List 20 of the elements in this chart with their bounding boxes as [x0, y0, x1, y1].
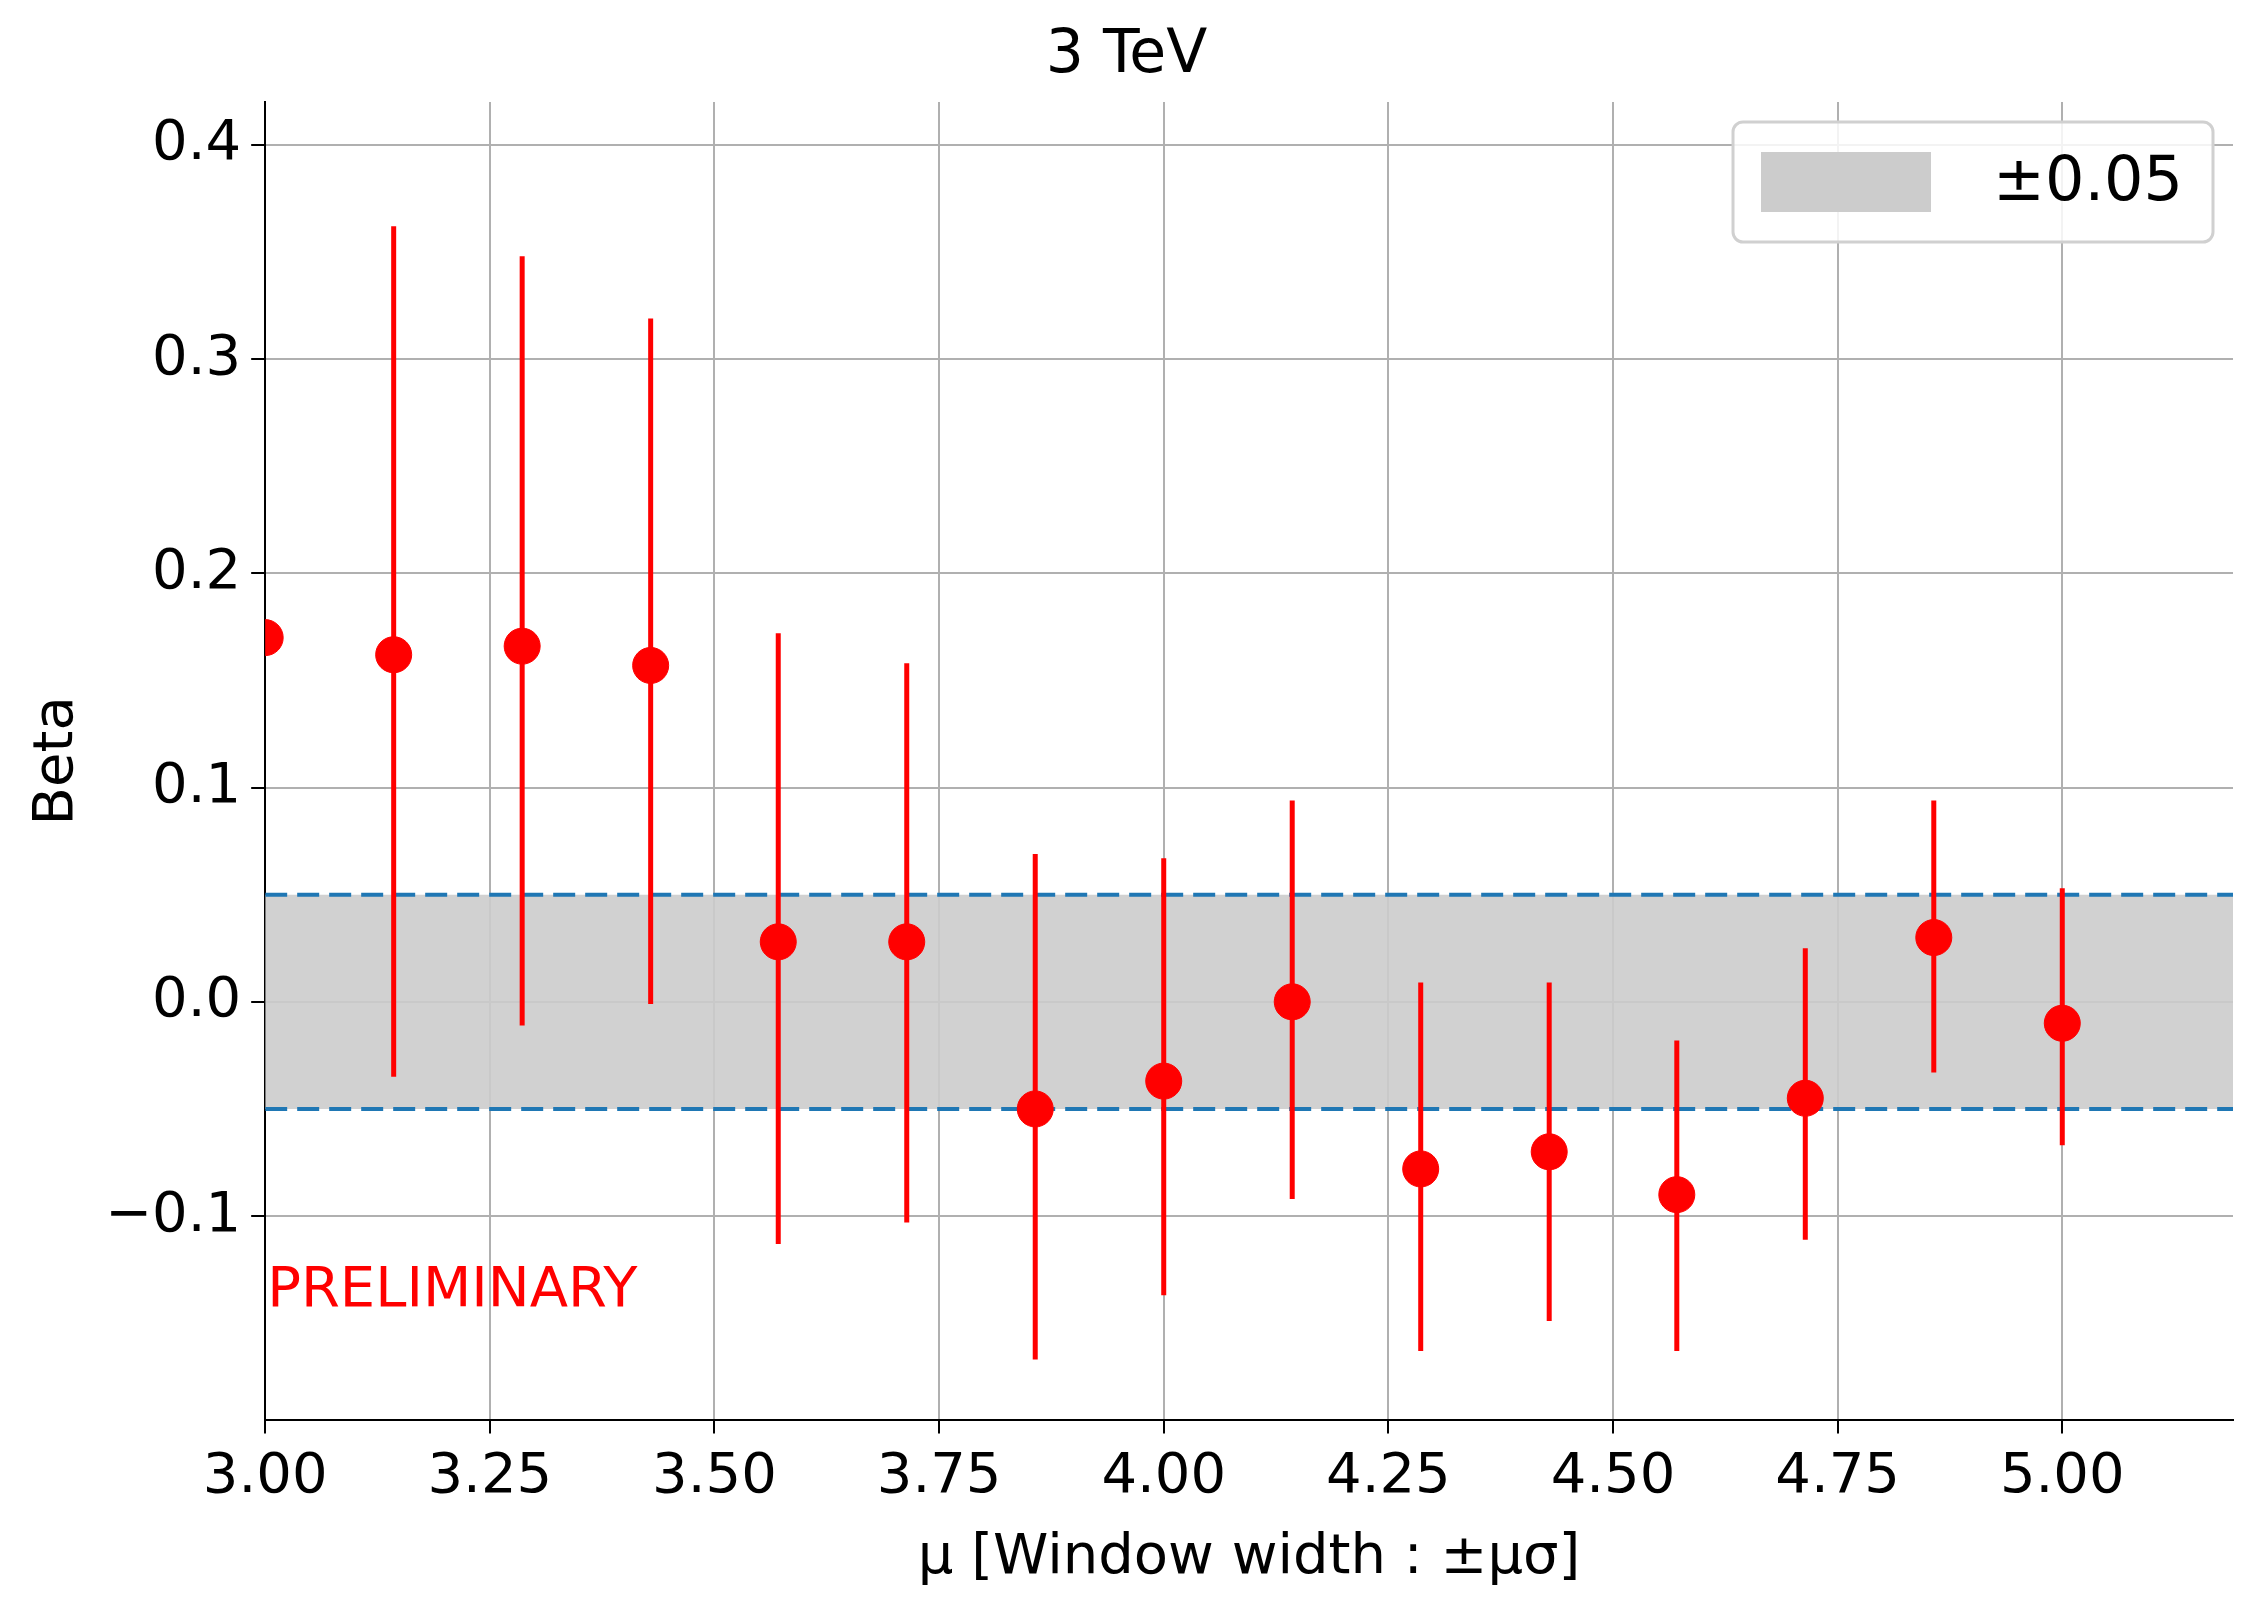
x-tick-label: 4.00: [1101, 1439, 1227, 1505]
x-tick-label: 4.25: [1326, 1439, 1451, 1505]
annotation: PRELIMINARY: [267, 1254, 639, 1320]
x-axis-title: μ [Window width : ±μσ]: [917, 1520, 1581, 1586]
x-tick-label: 3.75: [876, 1439, 1002, 1505]
y-axis-title: Beta: [20, 696, 86, 826]
chart-title: 3 TeV: [1045, 15, 1208, 86]
y-tick-label: 0.4: [152, 107, 242, 173]
y-tick-label: 0.1: [152, 750, 242, 816]
x-tick-label: 3.25: [427, 1439, 553, 1505]
legend-label: ±0.05: [1993, 142, 2183, 216]
x-tick-label: 3.50: [652, 1439, 777, 1505]
x-tick-label: 4.50: [1550, 1439, 1676, 1505]
x-tick-label: 5.00: [1999, 1439, 2125, 1505]
y-tick-label: 0.0: [152, 964, 242, 1030]
x-tick-label: 4.75: [1775, 1439, 1900, 1505]
x-tick-label: 3.00: [202, 1439, 328, 1505]
y-tick-label: 0.3: [152, 321, 242, 387]
y-tick-label: 0.2: [152, 535, 242, 601]
y-tick-label: −0.1: [105, 1178, 242, 1244]
